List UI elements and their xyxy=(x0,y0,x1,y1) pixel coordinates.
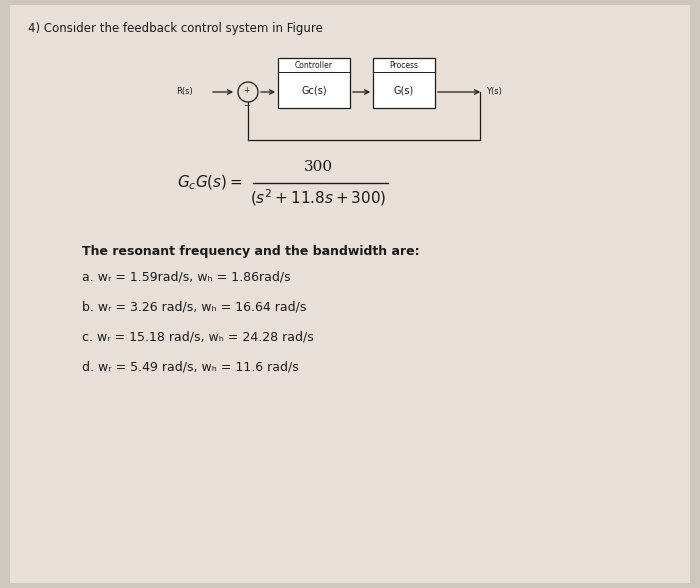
Text: +: + xyxy=(243,85,249,95)
Text: Controller: Controller xyxy=(295,61,333,69)
Text: 4) Consider the feedback control system in Figure: 4) Consider the feedback control system … xyxy=(28,22,323,35)
Text: R(s): R(s) xyxy=(176,86,193,95)
Bar xyxy=(373,58,435,108)
Text: a. wᵣ = 1.59rad/s, wₕ = 1.86rad/s: a. wᵣ = 1.59rad/s, wₕ = 1.86rad/s xyxy=(82,270,290,283)
Text: b. wᵣ = 3.26 rad/s, wₕ = 16.64 rad/s: b. wᵣ = 3.26 rad/s, wₕ = 16.64 rad/s xyxy=(82,300,307,313)
Text: Process: Process xyxy=(389,61,419,69)
Bar xyxy=(278,58,350,108)
Text: d. wᵣ = 5.49 rad/s, wₕ = 11.6 rad/s: d. wᵣ = 5.49 rad/s, wₕ = 11.6 rad/s xyxy=(82,360,299,373)
Text: Y(s): Y(s) xyxy=(486,86,502,95)
Text: c. wᵣ = 15.18 rad/s, wₕ = 24.28 rad/s: c. wᵣ = 15.18 rad/s, wₕ = 24.28 rad/s xyxy=(82,330,314,343)
Text: Gᴄ(s): Gᴄ(s) xyxy=(301,85,327,95)
Text: G(s): G(s) xyxy=(394,85,414,95)
Text: 300: 300 xyxy=(303,160,332,174)
Text: The resonant frequency and the bandwidth are:: The resonant frequency and the bandwidth… xyxy=(82,245,419,258)
Text: $G_cG(s) =$: $G_cG(s) =$ xyxy=(177,174,243,192)
Text: $(s^2 + 11.8s + 300)$: $(s^2 + 11.8s + 300)$ xyxy=(250,187,386,208)
Text: −: − xyxy=(244,101,251,110)
